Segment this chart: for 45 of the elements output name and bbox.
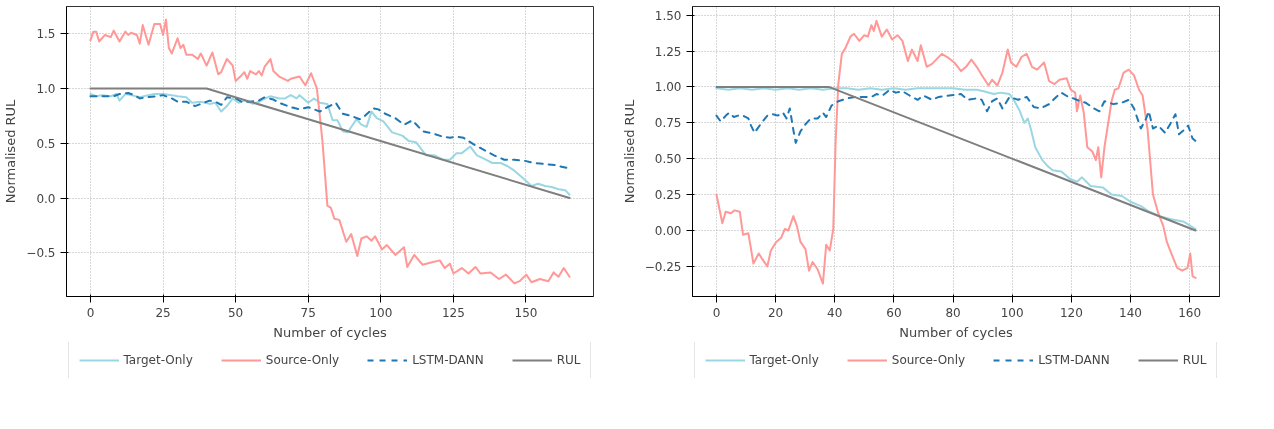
x-tick-label: 120 [1059,305,1083,320]
legend-label: RUL [556,353,581,367]
y-tick-label: 1.25 [654,44,682,59]
x-tick-label: 160 [1178,305,1202,320]
x-tick-label: 100 [1000,305,1024,320]
y-tick-label: 1.0 [36,82,56,97]
y-tick-label: 0.0 [36,191,56,206]
x-tick-label: 125 [441,305,465,320]
x-axis-title: Number of cycles [273,324,387,340]
line-series [715,88,1198,144]
x-axis-title: Number of cycles [899,324,1013,340]
legend-label: Target-Only [123,353,193,367]
y-axis-title: Normalised RUL [621,98,637,204]
legend-label: Source-Only [265,353,340,367]
x-tick-label: 60 [886,305,902,320]
x-tick-label: 0 [712,305,721,320]
x-tick-label: 100 [369,305,393,320]
x-tick-label: 150 [514,305,538,320]
legend-label: LSTM-DANN [412,353,484,367]
x-tick-label: 0 [86,305,95,320]
y-tick-label: 0.75 [654,116,682,131]
x-tick-label: 20 [767,305,784,320]
y-tick-label: 1.50 [654,8,682,23]
y-tick-label: 1.5 [36,27,56,42]
y-tick-label: 0.00 [654,223,682,238]
x-tick-label: 75 [300,305,316,320]
y-tick-label: 0.5 [36,136,56,151]
y-axis-title: Normalised RUL [3,98,19,204]
line-series [89,18,571,285]
legend-label: LSTM-DANN [1038,353,1110,367]
y-tick-label: −0.25 [644,259,682,274]
x-tick-label: 50 [228,305,244,320]
y-tick-label: 0.25 [654,188,682,203]
y-tick-label: 0.50 [654,152,682,167]
legend-label: Target-Only [749,353,819,367]
x-tick-label: 140 [1119,305,1142,320]
legend-label: RUL [1182,353,1207,367]
y-tick-label: −0.5 [26,246,56,261]
x-tick-label: 40 [827,305,843,320]
legend-label: Source-Only [891,353,966,367]
x-tick-label: 25 [155,305,171,320]
line-series [89,91,570,170]
x-tick-label: 80 [945,305,961,320]
y-tick-label: 1.00 [654,80,682,95]
line-series [715,19,1197,285]
